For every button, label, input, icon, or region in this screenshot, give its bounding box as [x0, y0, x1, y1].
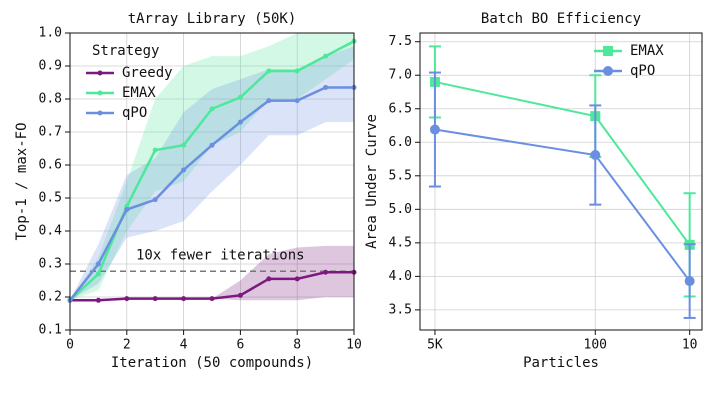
marker	[95, 297, 101, 303]
x-tick-label: 10	[682, 338, 698, 353]
plot-frame	[69, 32, 355, 331]
legend-entry: Greedy	[86, 65, 173, 81]
marker	[266, 98, 272, 104]
y-tick-label: 4.0	[389, 269, 412, 284]
x-tick-label: 0	[66, 338, 74, 353]
y-tick-label: 0.4	[39, 224, 63, 239]
y-tick-label: 7.5	[389, 34, 412, 49]
x-tick-label: 100	[584, 338, 607, 353]
legend-label: EMAX	[630, 43, 664, 59]
marker	[266, 68, 272, 74]
legend-marker	[603, 46, 613, 56]
marker	[294, 68, 300, 74]
marker	[237, 119, 243, 125]
legend-label: Greedy	[122, 65, 173, 81]
y-tick-label: 0.5	[39, 191, 62, 206]
marker	[323, 269, 329, 275]
x-tick-label: 4	[180, 338, 188, 353]
marker	[209, 106, 215, 112]
y-tick-label: 1.0	[39, 26, 62, 41]
x-axis-label: Particles	[523, 355, 599, 371]
legend-entry: qPO	[594, 63, 655, 79]
legend-label: qPO	[630, 63, 655, 79]
x-axis-label: Iteration (50 compounds)	[111, 355, 313, 371]
y-axis-label: Top-1 / max-FO	[14, 122, 30, 240]
marker	[152, 147, 158, 153]
confidence-band	[70, 46, 354, 301]
y-tick-label: 6.5	[389, 101, 412, 116]
y-tick-label: 6.0	[389, 135, 412, 150]
marker	[95, 261, 101, 267]
marker	[294, 98, 300, 104]
series-line	[434, 80, 691, 246]
marker	[323, 53, 329, 59]
marker	[181, 167, 187, 173]
y-tick-label: 0.6	[39, 158, 62, 173]
y-tick-label: 7.0	[389, 68, 412, 83]
marker	[237, 94, 243, 100]
y-tick-label: 0.8	[39, 92, 62, 107]
marker	[95, 271, 101, 277]
marker	[152, 296, 158, 302]
plot-frame	[419, 32, 703, 331]
marker	[209, 142, 215, 148]
legend-label: qPO	[122, 105, 147, 121]
marker	[209, 296, 215, 302]
y-tick-label: 0.3	[39, 257, 62, 272]
chart-title: Batch BO Efficiency	[481, 11, 641, 27]
legend-marker	[97, 70, 103, 76]
x-tick-label: 2	[123, 338, 131, 353]
marker	[684, 276, 695, 287]
y-tick-label: 4.5	[389, 235, 412, 250]
marker	[124, 296, 130, 302]
marker	[294, 276, 300, 282]
y-tick-label: 0.7	[39, 125, 62, 140]
marker	[181, 296, 187, 302]
legend-title: Strategy	[92, 43, 159, 59]
y-tick-label: 0.2	[39, 290, 62, 305]
y-tick-label: 3.5	[389, 302, 412, 317]
legend-marker	[97, 110, 103, 116]
y-tick-label: 5.5	[389, 168, 412, 183]
legend-label: EMAX	[122, 85, 156, 101]
legend-marker	[603, 66, 613, 76]
series-line	[434, 128, 691, 282]
annotation: 10x fewer iterations	[136, 247, 305, 263]
x-tick-label: 8	[293, 338, 301, 353]
x-tick-label: 6	[236, 338, 244, 353]
marker	[181, 142, 187, 148]
marker	[152, 197, 158, 203]
y-tick-label: 0.9	[39, 59, 62, 74]
legend-marker	[97, 90, 103, 96]
marker	[124, 207, 130, 213]
marker	[237, 292, 243, 298]
y-tick-label: 5.0	[389, 202, 412, 217]
x-tick-label: 10	[346, 338, 362, 353]
marker	[429, 124, 440, 135]
marker	[590, 150, 601, 161]
y-axis-label: Area Under Curve	[364, 114, 380, 249]
legend-entry: EMAX	[86, 85, 156, 101]
legend-entry: qPO	[86, 105, 147, 121]
y-tick-label: 0.1	[39, 323, 62, 338]
chart-title: tArray Library (50K)	[128, 11, 297, 27]
confidence-band	[70, 245, 354, 301]
x-tick-label: 5K	[427, 338, 443, 353]
legend-entry: EMAX	[594, 43, 664, 59]
marker	[323, 84, 329, 90]
marker	[266, 276, 272, 282]
